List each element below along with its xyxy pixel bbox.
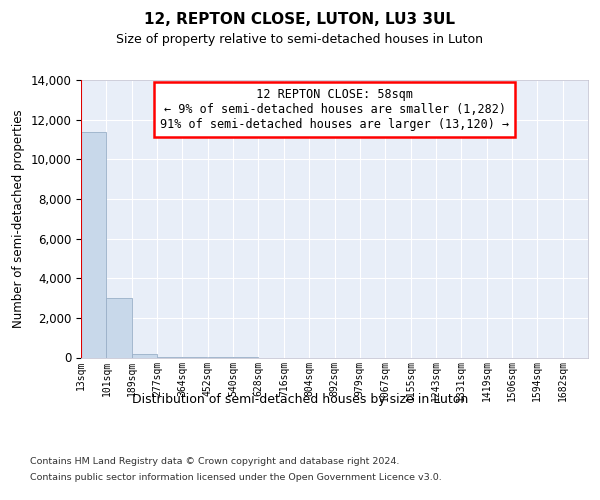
Text: 12, REPTON CLOSE, LUTON, LU3 3UL: 12, REPTON CLOSE, LUTON, LU3 3UL bbox=[145, 12, 455, 28]
Text: 12 REPTON CLOSE: 58sqm  
← 9% of semi-detached houses are smaller (1,282)
91% of: 12 REPTON CLOSE: 58sqm ← 9% of semi-deta… bbox=[160, 88, 509, 132]
Text: Contains public sector information licensed under the Open Government Licence v3: Contains public sector information licen… bbox=[30, 472, 442, 482]
Text: Size of property relative to semi-detached houses in Luton: Size of property relative to semi-detach… bbox=[116, 32, 484, 46]
Text: Distribution of semi-detached houses by size in Luton: Distribution of semi-detached houses by … bbox=[132, 392, 468, 406]
Y-axis label: Number of semi-detached properties: Number of semi-detached properties bbox=[12, 110, 25, 328]
Text: Contains HM Land Registry data © Crown copyright and database right 2024.: Contains HM Land Registry data © Crown c… bbox=[30, 458, 400, 466]
Bar bbox=[132, 354, 157, 358]
Bar bbox=[81, 132, 106, 358]
Bar bbox=[106, 298, 131, 358]
